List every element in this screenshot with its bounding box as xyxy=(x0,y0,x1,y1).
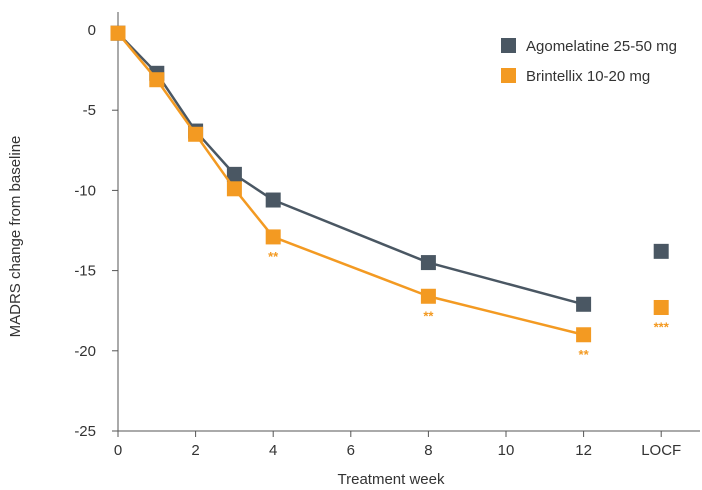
significance-label: ** xyxy=(423,308,434,323)
x-axis-title: Treatment week xyxy=(338,471,445,488)
series-1 xyxy=(110,25,669,343)
significance-label: ** xyxy=(579,347,590,362)
data-point xyxy=(110,25,126,41)
y-tick-label: -10 xyxy=(74,182,96,199)
x-tick-label: LOCF xyxy=(641,442,681,459)
legend-swatch xyxy=(501,68,516,83)
data-point xyxy=(226,166,242,182)
series-layer: ********* xyxy=(110,25,670,362)
data-point xyxy=(265,192,281,208)
x-tick-label: 6 xyxy=(347,442,355,459)
x-tick-label: 12 xyxy=(575,442,592,459)
x-tick-label: 2 xyxy=(191,442,199,459)
y-tick-label: 0 xyxy=(88,22,96,39)
y-tick-label: -20 xyxy=(74,343,96,360)
legend-label: Agomelatine 25-50 mg xyxy=(526,38,677,55)
legend-label: Brintellix 10-20 mg xyxy=(526,68,650,85)
axes: 0 -5 -10 -15 -20 -25 0 2 4 6 8 10 12 LOCF Treatment we… xyxy=(7,12,700,488)
y-tick-label: -25 xyxy=(74,423,96,440)
data-point xyxy=(420,288,436,304)
locf-point xyxy=(653,299,669,315)
data-point xyxy=(576,327,592,343)
x-tick-label: 0 xyxy=(114,442,122,459)
y-axis-title: MADRS change from baseline xyxy=(7,136,24,338)
legend: Agomelatine 25-50 mg Brintellix 10-20 mg xyxy=(501,38,677,85)
y-tick-label: -5 xyxy=(83,102,96,119)
x-tick-label: 4 xyxy=(269,442,277,459)
data-point xyxy=(265,229,281,245)
locf-point xyxy=(653,243,669,259)
legend-swatch xyxy=(501,38,516,53)
x-tick-label: 8 xyxy=(424,442,432,459)
significance-label: *** xyxy=(654,319,670,334)
x-tick-label: 10 xyxy=(498,442,515,459)
data-point xyxy=(149,72,165,88)
y-tick-label: -15 xyxy=(74,263,96,280)
data-point xyxy=(576,296,592,312)
data-point xyxy=(188,126,204,142)
significance-label: ** xyxy=(268,249,279,264)
data-point xyxy=(226,181,242,197)
data-point xyxy=(420,255,436,271)
